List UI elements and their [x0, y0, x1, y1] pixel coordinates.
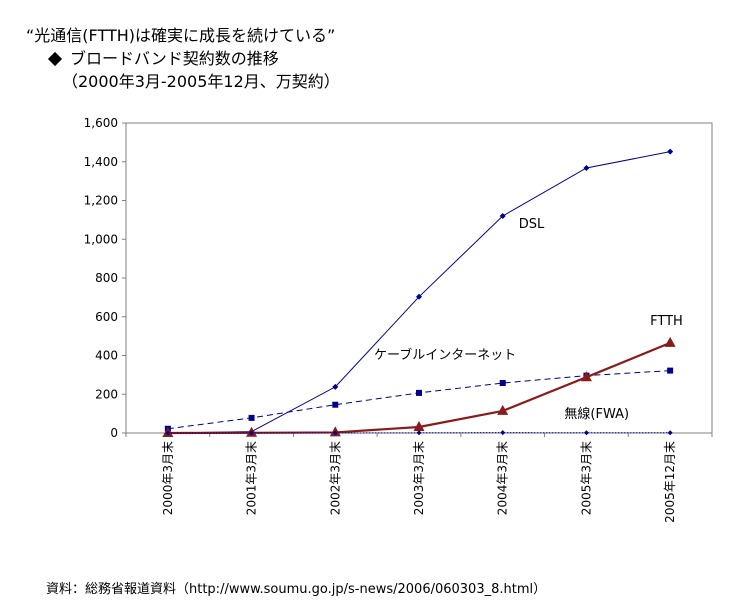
x-tick-label: 2001年3月末 — [245, 441, 259, 515]
dsl-point — [499, 213, 506, 219]
y-tick-label: 0 — [110, 426, 118, 440]
y-tick-label: 400 — [95, 349, 118, 363]
ftth-point — [580, 371, 592, 382]
fwa-point — [667, 430, 673, 436]
dsl-point — [583, 164, 590, 171]
y-tick-label: 1,600 — [84, 116, 118, 130]
dsl-point — [332, 383, 339, 390]
fwa-point — [332, 430, 338, 436]
dsl-point — [667, 148, 674, 155]
chart-subtitle-text: ブロードバンド契約数の推移 — [70, 49, 279, 68]
fwa-point — [416, 430, 422, 436]
chart-unit-note: （2000年3月-2005年12月、万契約） — [62, 72, 340, 91]
series-layer — [162, 148, 676, 437]
y-axis: 0 200 400 600 800 1,000 1,200 1,400 1,600 — [84, 116, 126, 440]
plot-area-frame — [125, 122, 713, 434]
x-tick-label: 2002年3月末 — [328, 441, 342, 515]
x-tick-label: 2005年3月末 — [579, 441, 593, 515]
x-axis: 2000年3月末 2001年3月末 2002年3月末 2003年3月末 2004年3月末… — [125, 433, 713, 523]
y-tick-label: 1,000 — [84, 232, 118, 246]
x-tick-label: 2004年3月末 — [496, 441, 510, 515]
cable-point — [332, 401, 339, 408]
cable-point — [248, 414, 255, 421]
x-tick-label: 2000年3月末 — [161, 441, 175, 515]
y-tick-label: 200 — [95, 387, 118, 401]
ftth-point — [664, 336, 676, 347]
cable-series-label: ケーブルインターネット — [374, 347, 516, 363]
fwa-point — [500, 430, 506, 436]
cable-point — [416, 389, 422, 396]
cable-point — [667, 367, 674, 374]
dsl-point — [416, 293, 422, 300]
series-label-layer: DSL ケーブルインターネット FTTH 無線(FWA) — [374, 217, 683, 422]
x-tick-label: 2005年12月末 — [663, 441, 677, 523]
fwa-series-label: 無線(FWA) — [564, 406, 629, 422]
y-tick-label: 800 — [95, 271, 118, 285]
y-tick-label: 1,200 — [84, 194, 118, 208]
chart-subtitle: ブロードバンド契約数の推移 — [47, 45, 279, 69]
cable-point — [499, 380, 506, 387]
source-note: 資料：総務省報道資料（http://www.soumu.go.jp/s-news… — [46, 582, 547, 597]
chart-title: “光通信(FTTH)は確実に成長を続けている” — [26, 26, 336, 45]
x-tick-label: 2003年3月末 — [412, 441, 426, 515]
fwa-point — [583, 430, 589, 436]
dsl-series-label: DSL — [519, 217, 545, 232]
y-tick-label: 1,400 — [84, 155, 118, 169]
ftth-point — [413, 420, 425, 431]
y-tick-label: 600 — [95, 310, 118, 324]
fwa-point — [249, 430, 255, 436]
fwa-point — [165, 430, 171, 436]
ftth-series-label: FTTH — [650, 314, 683, 329]
ftth-point — [497, 404, 509, 415]
